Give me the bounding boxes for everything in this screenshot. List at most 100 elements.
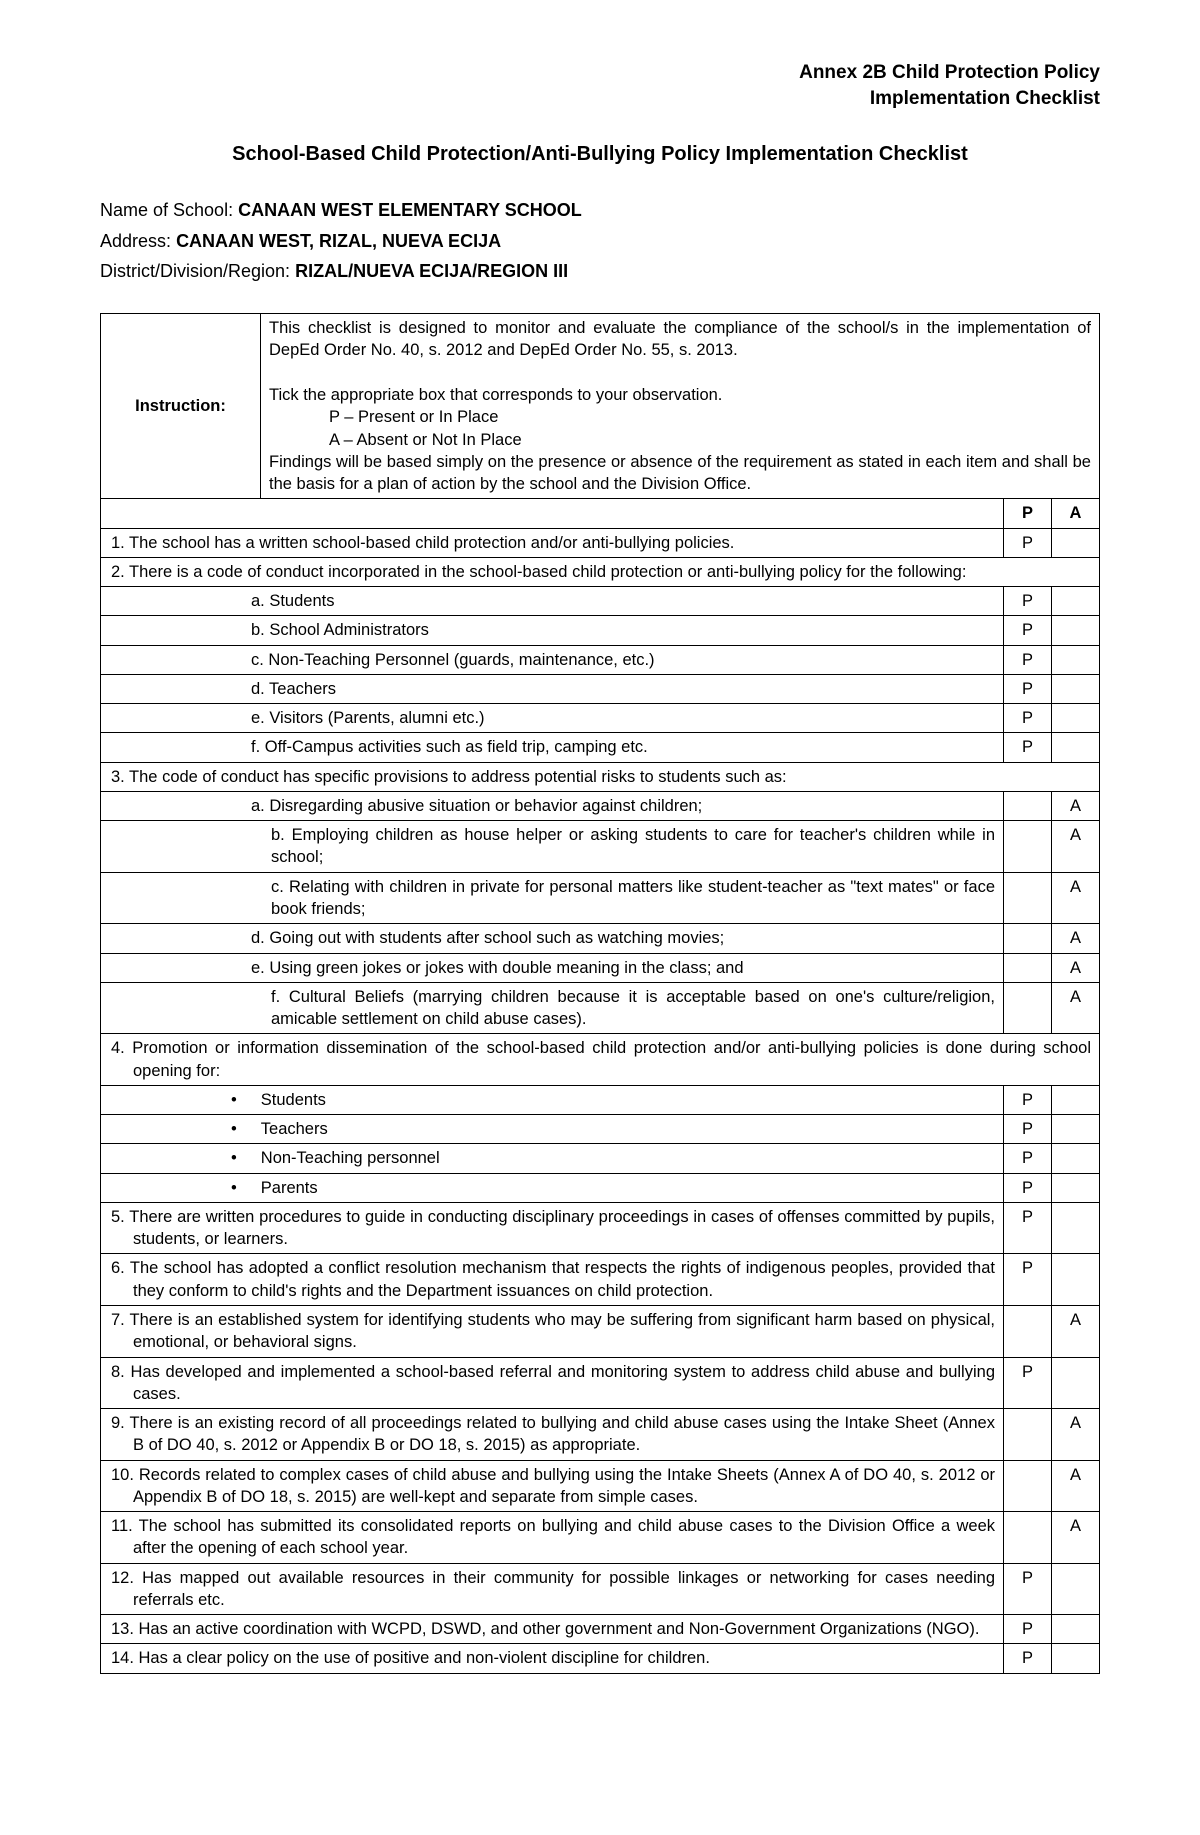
table-row: 2. There is a code of conduct incorporat… (101, 557, 1100, 586)
item-text: f. Off-Campus activities such as field t… (101, 733, 1004, 762)
table-row: 10. Records related to complex cases of … (101, 1460, 1100, 1512)
table-row: b. School AdministratorsP (101, 616, 1100, 645)
a-cell: A (1052, 1306, 1100, 1358)
item-text: 9. There is an existing record of all pr… (101, 1409, 1004, 1461)
item-text: 6. The school has adopted a conflict res… (101, 1254, 1004, 1306)
a-cell (1052, 1357, 1100, 1409)
item-text: Students (101, 1085, 1004, 1114)
school-info: Name of School: CANAAN WEST ELEMENTARY S… (100, 198, 1100, 283)
a-cell (1052, 1254, 1100, 1306)
a-cell: A (1052, 953, 1100, 982)
item-text: e. Visitors (Parents, alumni etc.) (101, 704, 1004, 733)
item-text: Non-Teaching personnel (101, 1144, 1004, 1173)
item-text: e. Using green jokes or jokes with doubl… (101, 953, 1004, 982)
item-text: c. Relating with children in private for… (101, 872, 1004, 924)
table-row: a. StudentsP (101, 587, 1100, 616)
item-text: 14. Has a clear policy on the use of pos… (101, 1644, 1004, 1673)
p-cell: P (1004, 1085, 1052, 1114)
p-cell: P (1004, 1357, 1052, 1409)
p-cell: P (1004, 528, 1052, 557)
table-row: 7. There is an established system for id… (101, 1306, 1100, 1358)
a-cell (1052, 616, 1100, 645)
item-text: d. Going out with students after school … (101, 924, 1004, 953)
a-cell: A (1052, 791, 1100, 820)
a-cell (1052, 1615, 1100, 1644)
table-row: 11. The school has submitted its consoli… (101, 1512, 1100, 1564)
header-blank (101, 499, 1004, 528)
p-cell (1004, 982, 1052, 1034)
item-text: Teachers (101, 1115, 1004, 1144)
a-cell (1052, 1173, 1100, 1202)
p-cell (1004, 821, 1052, 873)
school-name: CANAAN WEST ELEMENTARY SCHOOL (238, 200, 582, 220)
table-row: c. Relating with children in private for… (101, 872, 1100, 924)
address: CANAAN WEST, RIZAL, NUEVA ECIJA (176, 231, 501, 251)
item-text: c. Non-Teaching Personnel (guards, maint… (101, 645, 1004, 674)
p-cell (1004, 1409, 1052, 1461)
item-text: b. Employing children as house helper or… (101, 821, 1004, 873)
a-cell: A (1052, 924, 1100, 953)
table-row: 14. Has a clear policy on the use of pos… (101, 1644, 1100, 1673)
table-row: 9. There is an existing record of all pr… (101, 1409, 1100, 1461)
table-row: ParentsP (101, 1173, 1100, 1202)
a-cell (1052, 1085, 1100, 1114)
p-cell: P (1004, 1615, 1052, 1644)
p-cell: P (1004, 587, 1052, 616)
ddr-label: District/Division/Region: (100, 261, 290, 281)
instr-p1: This checklist is designed to monitor an… (269, 317, 1091, 362)
item-text: f. Cultural Beliefs (marrying children b… (101, 982, 1004, 1034)
p-cell: P (1004, 733, 1052, 762)
a-cell (1052, 704, 1100, 733)
a-cell: A (1052, 821, 1100, 873)
a-cell (1052, 1115, 1100, 1144)
instruction-row: Instruction: This checklist is designed … (101, 314, 1100, 499)
item-text: 7. There is an established system for id… (101, 1306, 1004, 1358)
instr-p2: Tick the appropriate box that correspond… (269, 384, 1091, 406)
school-name-label: Name of School: (100, 200, 233, 220)
p-cell (1004, 1306, 1052, 1358)
table-row: a. Disregarding abusive situation or beh… (101, 791, 1100, 820)
table-row: 5. There are written procedures to guide… (101, 1202, 1100, 1254)
table-row: 6. The school has adopted a conflict res… (101, 1254, 1100, 1306)
annex-header: Annex 2B Child Protection Policy Impleme… (100, 60, 1100, 111)
table-row: d. Going out with students after school … (101, 924, 1100, 953)
p-cell: P (1004, 1202, 1052, 1254)
header-a: A (1052, 499, 1100, 528)
instr-p3: Findings will be based simply on the pre… (269, 451, 1091, 496)
table-row: 4. Promotion or information disseminatio… (101, 1034, 1100, 1086)
item-text: 12. Has mapped out available resources i… (101, 1563, 1004, 1615)
a-cell: A (1052, 982, 1100, 1034)
a-cell (1052, 674, 1100, 703)
a-cell (1052, 1563, 1100, 1615)
p-cell (1004, 953, 1052, 982)
item-text: 2. There is a code of conduct incorporat… (101, 557, 1100, 586)
instruction-body: This checklist is designed to monitor an… (261, 314, 1100, 499)
p-cell: P (1004, 1563, 1052, 1615)
p-cell: P (1004, 1644, 1052, 1673)
a-cell (1052, 1144, 1100, 1173)
a-cell: A (1052, 1409, 1100, 1461)
header-p: P (1004, 499, 1052, 528)
address-label: Address: (100, 231, 171, 251)
table-row: 3. The code of conduct has specific prov… (101, 762, 1100, 791)
item-text: 10. Records related to complex cases of … (101, 1460, 1004, 1512)
item-text: b. School Administrators (101, 616, 1004, 645)
p-cell: P (1004, 616, 1052, 645)
table-row: f. Cultural Beliefs (marrying children b… (101, 982, 1100, 1034)
annex-line1: Annex 2B Child Protection Policy (799, 62, 1100, 83)
item-text: 1. The school has a written school-based… (101, 528, 1004, 557)
p-cell (1004, 1512, 1052, 1564)
a-cell: A (1052, 1460, 1100, 1512)
item-text: 4. Promotion or information disseminatio… (101, 1034, 1100, 1086)
table-row: TeachersP (101, 1115, 1100, 1144)
header-row: P A (101, 499, 1100, 528)
instr-p-def: P – Present or In Place (269, 406, 1091, 428)
p-cell (1004, 791, 1052, 820)
ddr: RIZAL/NUEVA ECIJA/REGION III (295, 261, 568, 281)
annex-line2: Implementation Checklist (870, 88, 1100, 109)
item-text: 3. The code of conduct has specific prov… (101, 762, 1100, 791)
a-cell (1052, 733, 1100, 762)
a-cell (1052, 645, 1100, 674)
item-text: 5. There are written procedures to guide… (101, 1202, 1004, 1254)
item-text: 13. Has an active coordination with WCPD… (101, 1615, 1004, 1644)
